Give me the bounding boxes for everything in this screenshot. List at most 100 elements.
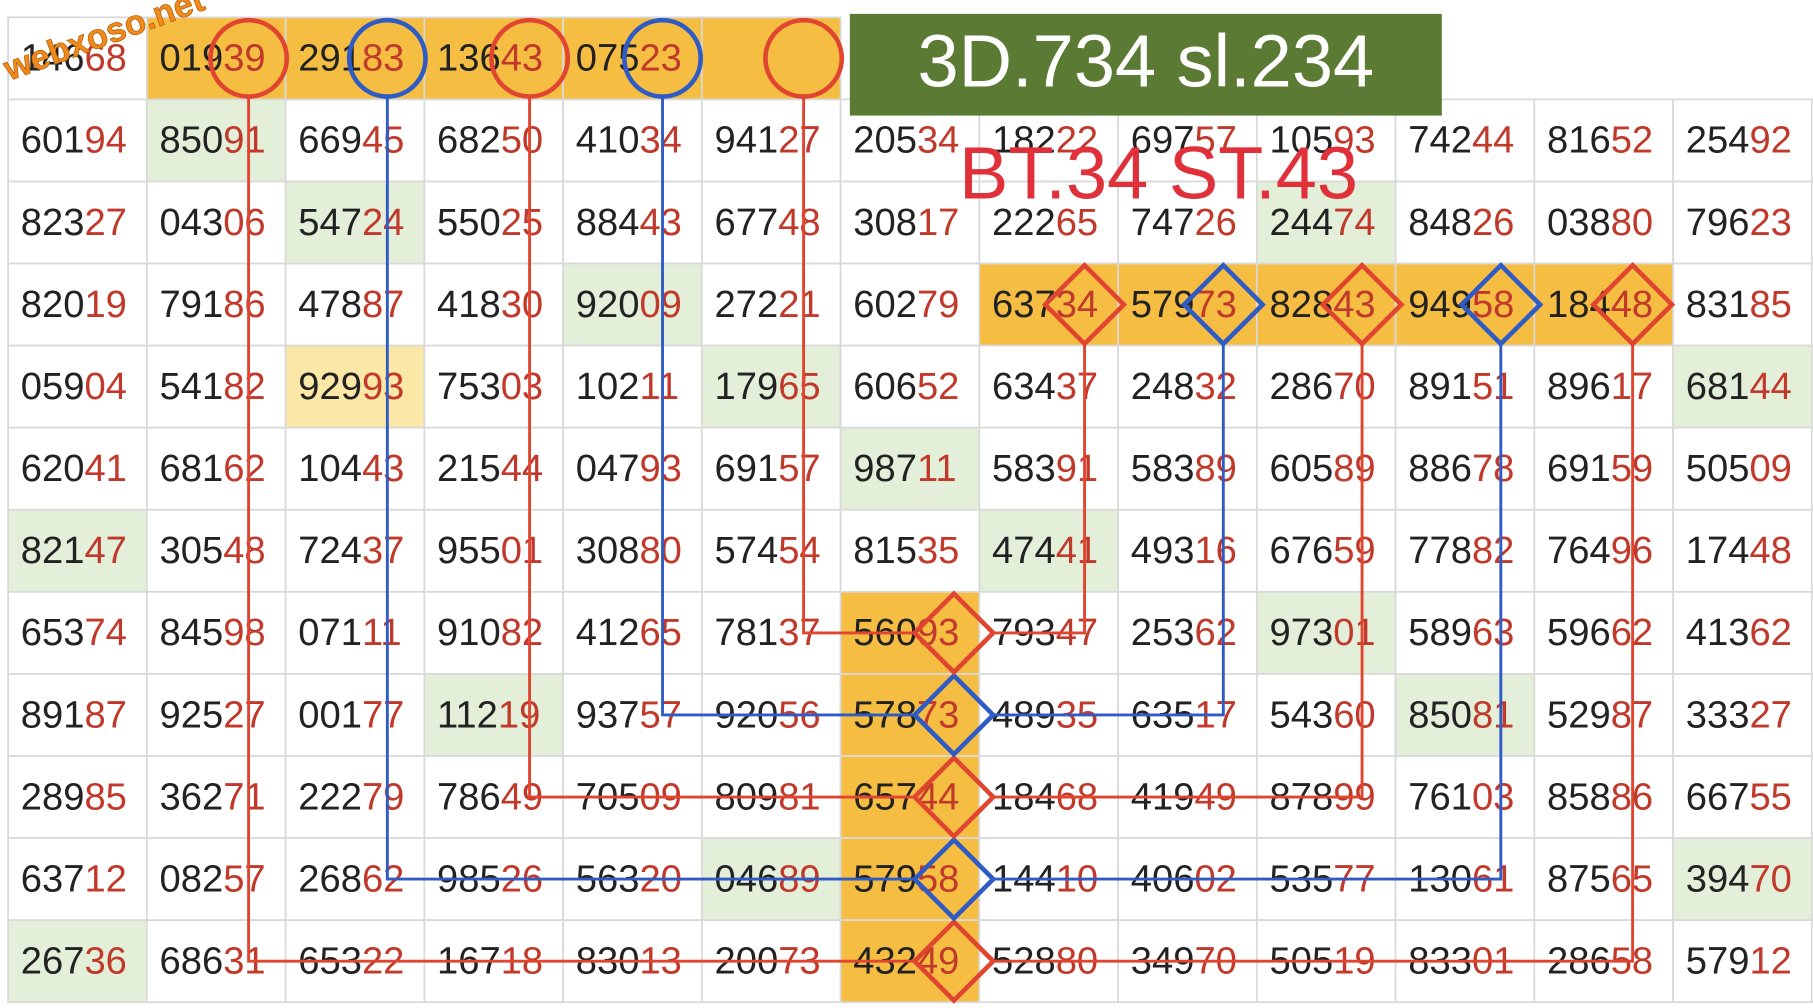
cell-number: 39470: [1686, 858, 1792, 901]
cell-number: 03880: [1547, 201, 1653, 244]
cell: [423, 180, 564, 265]
cell-number: 33327: [1686, 693, 1792, 736]
link-line: [661, 97, 915, 717]
cell-number: 17448: [1686, 529, 1792, 572]
cell: [1672, 837, 1813, 922]
cell-number: 60589: [1270, 447, 1376, 490]
cell: [145, 16, 287, 101]
cell-number: 24474: [1270, 201, 1376, 244]
cell-number: 24832: [1131, 365, 1237, 408]
cell-number: 49316: [1131, 529, 1237, 572]
diamond: [1590, 262, 1676, 348]
cell-number: 67659: [1270, 529, 1376, 572]
cell: [839, 426, 981, 511]
cell-number: 18448: [1547, 283, 1653, 326]
cell: [1672, 262, 1813, 347]
cell: [1394, 344, 1536, 429]
overlay: [208, 17, 1676, 1004]
cell-number: 07111: [298, 611, 401, 654]
link-line: [528, 97, 915, 799]
cell: [1255, 673, 1397, 757]
cell-number: 47887: [298, 283, 404, 326]
cell-number: 08257: [160, 858, 266, 901]
cell: [1672, 344, 1813, 429]
link-line: [993, 343, 1087, 635]
cell: [1533, 837, 1674, 922]
cell-number: 62041: [21, 447, 127, 490]
cell-number: 89187: [21, 693, 127, 736]
cell-number: 95501: [437, 529, 543, 572]
cell-number: 36271: [160, 775, 266, 818]
cell-number: 57454: [715, 529, 821, 572]
cell-number: 68250: [437, 119, 543, 162]
cell-number: 17965: [715, 365, 821, 408]
cell: [423, 508, 564, 593]
link-line: [993, 343, 1503, 881]
cell-number: 10593: [1270, 119, 1376, 162]
cell: [700, 508, 842, 593]
diamond: [1319, 262, 1405, 348]
cell: [284, 755, 426, 839]
cell-number: 25492: [1686, 119, 1792, 162]
cell-number: 28985: [21, 775, 127, 818]
cell-number: 69757: [1131, 119, 1237, 162]
diamond: [911, 754, 997, 840]
cell: [1672, 180, 1813, 265]
cell-number: 41265: [576, 611, 682, 654]
cell: [7, 180, 148, 265]
cell: [7, 344, 148, 429]
cell: [423, 262, 564, 347]
cell-number: 25362: [1131, 611, 1237, 654]
cell-number: 92009: [576, 283, 682, 326]
cell: [839, 262, 981, 347]
cell-number: 94127: [715, 119, 821, 162]
cell-number: 81535: [853, 529, 959, 572]
cell-number: 55025: [437, 201, 543, 244]
cell: [562, 426, 703, 511]
cell-number: 82019: [21, 283, 127, 326]
cell-number: 89151: [1408, 365, 1514, 408]
cell: [423, 673, 564, 757]
cell-number: 79186: [160, 283, 266, 326]
cell-number: 84826: [1408, 201, 1514, 244]
circle-marker: [489, 17, 571, 99]
cell: [7, 16, 148, 101]
cell-number: 63712: [21, 858, 127, 901]
cell-number: 58963: [1408, 611, 1514, 654]
cell-number: 69159: [1547, 447, 1653, 490]
cell-number: 41830: [437, 283, 543, 326]
diamond: [1041, 262, 1128, 348]
cell: [1394, 508, 1536, 593]
cell-number: 83185: [1686, 283, 1792, 326]
cell-number: 78137: [715, 611, 821, 654]
cell: [7, 426, 148, 511]
cell-number: 66755: [1686, 775, 1792, 818]
cell: [7, 755, 148, 839]
cell-number: 27221: [715, 283, 821, 326]
cell-number: 41362: [1686, 611, 1792, 654]
cell-number: 98711: [853, 447, 956, 490]
cell-number: 92527: [160, 693, 266, 736]
cell: [145, 180, 287, 265]
cell: [700, 426, 842, 511]
cell-number: 91082: [437, 611, 543, 654]
cell-number: 60652: [853, 365, 959, 408]
cell: [978, 180, 1119, 265]
link-line: [247, 97, 915, 963]
diamond: [911, 918, 997, 1004]
diamond: [911, 836, 997, 922]
cell-number: 57912: [1686, 940, 1792, 983]
cell-number: 14668: [21, 37, 127, 80]
cell-number: 22265: [992, 201, 1098, 244]
cell-number: 00177: [298, 693, 404, 736]
cell: [1394, 180, 1536, 265]
cell: [562, 262, 703, 347]
cell-number: 76496: [1547, 529, 1653, 572]
cell-number: 63437: [992, 365, 1098, 408]
cell-number: 66945: [298, 119, 404, 162]
cell: [7, 590, 148, 675]
cell-number: 04306: [160, 201, 266, 244]
cell: [284, 16, 426, 101]
cell-number: 20534: [853, 119, 959, 162]
